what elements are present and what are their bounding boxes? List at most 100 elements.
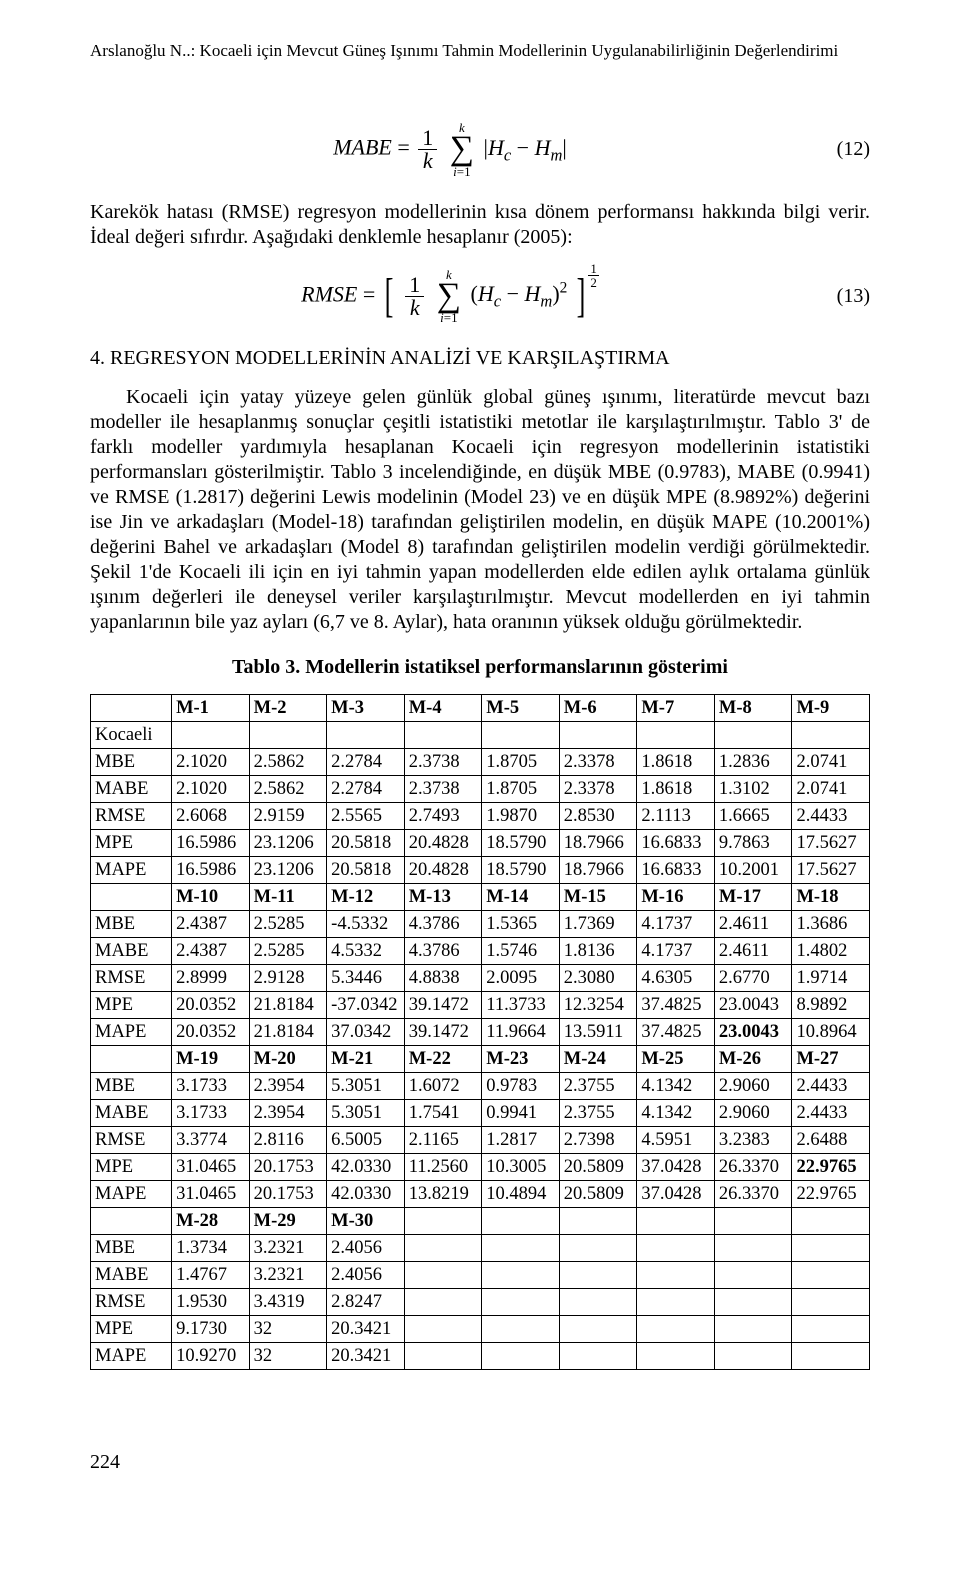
table-cell: 23.1206 [249, 830, 327, 857]
table-row: MAPE31.046520.175342.033013.821910.48942… [91, 1181, 870, 1208]
table-cell: 2.5862 [249, 776, 327, 803]
table-header-cell: M-22 [404, 1046, 482, 1073]
table-header-cell: M-3 [327, 695, 405, 722]
table-cell: 22.9765 [792, 1181, 870, 1208]
table-header-cell: M-7 [637, 695, 715, 722]
table-cell: 2.1020 [172, 749, 250, 776]
table-cell: 16.5986 [172, 857, 250, 884]
table-cell: 20.5818 [327, 830, 405, 857]
table-cell [91, 1046, 172, 1073]
table-cell [249, 722, 327, 749]
table-cell: 10.4894 [482, 1181, 560, 1208]
table-cell: 20.3421 [327, 1316, 405, 1343]
table-cell [714, 1289, 792, 1316]
table-cell: 20.4828 [404, 830, 482, 857]
table-cell: 17.5627 [792, 830, 870, 857]
table-cell: 2.0741 [792, 776, 870, 803]
table-row-label: MABE [91, 938, 172, 965]
table-cell: 3.1733 [172, 1073, 250, 1100]
table-header-cell: M-9 [792, 695, 870, 722]
table-cell: 0.9783 [482, 1073, 560, 1100]
table-cell: 4.3786 [404, 911, 482, 938]
equation-13-formula: RMSE = [ 1k k ∑ i=1 (Hc − Hm)2 ] 12 [90, 268, 810, 325]
table-cell: 1.8705 [482, 776, 560, 803]
equation-12-number: (12) [810, 137, 870, 162]
table-cell: 2.3738 [404, 776, 482, 803]
table-cell [637, 1262, 715, 1289]
table-cell: -4.5332 [327, 911, 405, 938]
running-head: Arslanoğlu N..: Kocaeli için Mevcut Güne… [90, 40, 870, 61]
table-cell: 2.3755 [559, 1073, 637, 1100]
table-row-label: MAPE [91, 857, 172, 884]
table-cell [559, 1262, 637, 1289]
table-cell [559, 1289, 637, 1316]
table-cell [637, 1289, 715, 1316]
table-row-label: RMSE [91, 1289, 172, 1316]
table-cell: 1.2836 [714, 749, 792, 776]
table-cell: 20.5809 [559, 1154, 637, 1181]
table-header-cell: M-13 [404, 884, 482, 911]
table-row: MPE9.17303220.3421 [91, 1316, 870, 1343]
table-row-label: MBE [91, 749, 172, 776]
table-header-cell: M-12 [327, 884, 405, 911]
table-header-cell [714, 1208, 792, 1235]
table-cell: 1.3734 [172, 1235, 250, 1262]
table-row-label: MPE [91, 830, 172, 857]
table-cell [714, 722, 792, 749]
table-cell [559, 1316, 637, 1343]
table-row: MPE20.035221.8184-37.034239.147211.37331… [91, 992, 870, 1019]
table-cell: 2.4433 [792, 1073, 870, 1100]
table-cell: 10.3005 [482, 1154, 560, 1181]
table-header-cell: M-4 [404, 695, 482, 722]
table-cell: 39.1472 [404, 1019, 482, 1046]
table-cell: 42.0330 [327, 1181, 405, 1208]
table-cell: 20.0352 [172, 992, 250, 1019]
table-cell: 2.9060 [714, 1073, 792, 1100]
table-cell: 2.4433 [792, 803, 870, 830]
table-cell: 2.4611 [714, 911, 792, 938]
table-cell: 2.9128 [249, 965, 327, 992]
table-cell: 4.1737 [637, 911, 715, 938]
table-cell: 3.2321 [249, 1235, 327, 1262]
table-cell: 1.5746 [482, 938, 560, 965]
table-cell: -37.0342 [327, 992, 405, 1019]
table-cell: 39.1472 [404, 992, 482, 1019]
table-cell: 1.3686 [792, 911, 870, 938]
table-row-label: MPE [91, 1154, 172, 1181]
table-cell: 2.1165 [404, 1127, 482, 1154]
table-row: MBE2.10202.58622.27842.37381.87052.33781… [91, 749, 870, 776]
table-cell [91, 884, 172, 911]
table-cell: 2.4056 [327, 1262, 405, 1289]
table-row: MBE1.37343.23212.4056 [91, 1235, 870, 1262]
equation-12-formula: MABE = 1k k ∑ i=1 |Hc − Hm| [90, 121, 810, 178]
table-cell: 20.0352 [172, 1019, 250, 1046]
table-cell: 1.6072 [404, 1073, 482, 1100]
table-cell: 2.4611 [714, 938, 792, 965]
table-cell [559, 1343, 637, 1370]
table-cell [714, 1343, 792, 1370]
table-cell: 21.8184 [249, 992, 327, 1019]
table-header-cell: M-29 [249, 1208, 327, 1235]
table-cell: 2.3378 [559, 776, 637, 803]
table-row-label: MAPE [91, 1343, 172, 1370]
table-header-cell: M-6 [559, 695, 637, 722]
table-cell: 9.1730 [172, 1316, 250, 1343]
table-row-label: MAPE [91, 1181, 172, 1208]
table-cell: 2.7493 [404, 803, 482, 830]
table-cell [327, 722, 405, 749]
table-cell: 4.3786 [404, 938, 482, 965]
table-cell: 18.5790 [482, 830, 560, 857]
table-cell: 2.4387 [172, 911, 250, 938]
table-cell: 23.0043 [714, 992, 792, 1019]
table-cell: 2.5285 [249, 911, 327, 938]
table-cell [404, 1343, 482, 1370]
table-row: MAPE10.92703220.3421 [91, 1343, 870, 1370]
table-header-cell: M-23 [482, 1046, 560, 1073]
table-header-cell [792, 1208, 870, 1235]
table-cell: 3.4319 [249, 1289, 327, 1316]
table-cell [91, 695, 172, 722]
table-row: RMSE2.60682.91592.55652.74931.98702.8530… [91, 803, 870, 830]
table-row: MPE31.046520.175342.033011.256010.300520… [91, 1154, 870, 1181]
table-cell: 2.9060 [714, 1100, 792, 1127]
paragraph-section-4-body: Kocaeli için yatay yüzeye gelen günlük g… [90, 385, 870, 635]
